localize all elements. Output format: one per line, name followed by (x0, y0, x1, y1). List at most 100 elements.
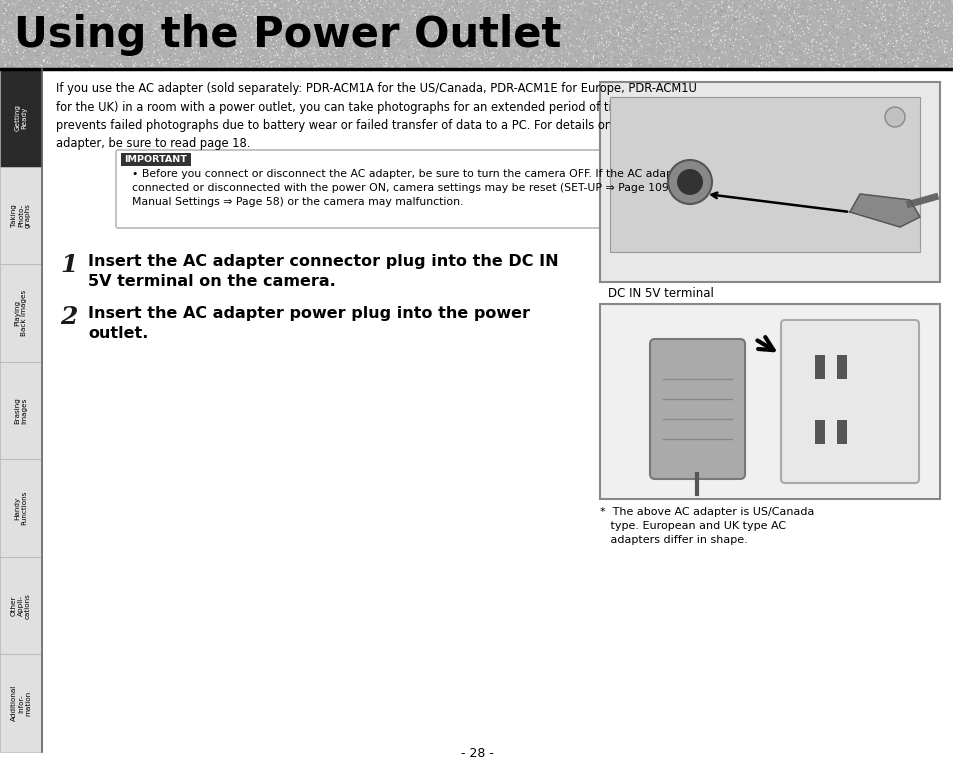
Point (629, 48, 644, 60)
Point (0, 4, 11, 16)
Point (676, 50, 691, 62)
Point (522, 7, 537, 19)
Point (92, 38, 108, 50)
Point (913, 21, 928, 33)
Point (866, 28, 882, 41)
Point (107, 11, 122, 23)
Point (11, 0, 27, 9)
Point (914, 0, 929, 9)
Point (659, 53, 674, 65)
Point (695, 19, 710, 32)
Point (914, 49, 929, 61)
Point (360, 0, 375, 10)
Point (436, 17, 451, 29)
Point (824, 20, 840, 32)
Point (785, 0, 801, 12)
Point (655, 41, 670, 53)
Point (641, 0, 657, 12)
Point (424, 0, 439, 11)
Point (350, 62, 365, 74)
Point (634, 12, 649, 24)
Point (220, 60, 235, 72)
Point (703, 38, 719, 51)
Point (456, 44, 471, 56)
Point (12, 42, 28, 55)
Point (555, 35, 570, 48)
Point (154, 54, 170, 66)
Point (216, 13, 232, 25)
Point (229, 57, 244, 69)
Point (646, 13, 661, 25)
Point (470, 26, 485, 38)
Point (41, 26, 56, 38)
Point (786, 5, 801, 17)
Point (161, 33, 176, 45)
Point (679, 8, 694, 21)
Point (447, 4, 462, 16)
Point (623, 22, 639, 34)
Point (86, 3, 101, 15)
Point (504, 2, 519, 14)
Point (468, 24, 483, 36)
Point (648, 11, 663, 23)
Point (551, 0, 566, 6)
Point (387, 48, 402, 60)
Point (689, 13, 704, 25)
Point (420, 19, 436, 32)
Point (596, 50, 611, 62)
Point (358, 22, 374, 34)
Point (715, 46, 730, 59)
Point (507, 61, 522, 73)
Point (57, 0, 72, 8)
Point (0, 21, 14, 33)
Point (100, 54, 115, 66)
Point (916, 26, 931, 38)
Point (248, 39, 263, 52)
Point (798, 48, 813, 60)
Point (302, 22, 317, 35)
Point (571, 3, 586, 15)
Point (478, 15, 494, 28)
Point (809, 5, 824, 18)
Point (574, 35, 589, 47)
Point (184, 41, 199, 53)
Point (381, 55, 396, 67)
Point (53, 44, 69, 56)
Point (308, 55, 323, 67)
Point (46, 26, 61, 38)
Point (592, 13, 607, 25)
Point (560, 18, 576, 31)
Point (64, 15, 79, 28)
Point (185, 31, 200, 43)
Point (306, 51, 321, 63)
Point (145, 55, 160, 68)
Point (100, 15, 115, 27)
Point (944, 42, 953, 54)
Point (669, 5, 684, 18)
Point (630, 35, 645, 47)
Point (732, 14, 747, 26)
Point (530, 18, 545, 30)
Point (781, 51, 797, 63)
Point (732, 47, 747, 59)
Point (717, 22, 732, 34)
Point (75, 3, 91, 15)
Point (796, 45, 811, 57)
Point (10, 13, 26, 25)
Point (525, 3, 540, 15)
Point (279, 19, 294, 32)
Point (700, 8, 716, 21)
Point (499, 46, 515, 59)
Point (550, 0, 565, 8)
Point (369, 50, 384, 62)
Point (609, 0, 624, 7)
Point (129, 0, 144, 10)
Point (620, 40, 636, 52)
Point (709, 50, 724, 62)
Point (579, 28, 595, 40)
Point (875, 0, 890, 12)
Point (96, 52, 112, 64)
Point (802, 0, 818, 7)
Point (0, 21, 9, 33)
Point (786, 18, 801, 31)
